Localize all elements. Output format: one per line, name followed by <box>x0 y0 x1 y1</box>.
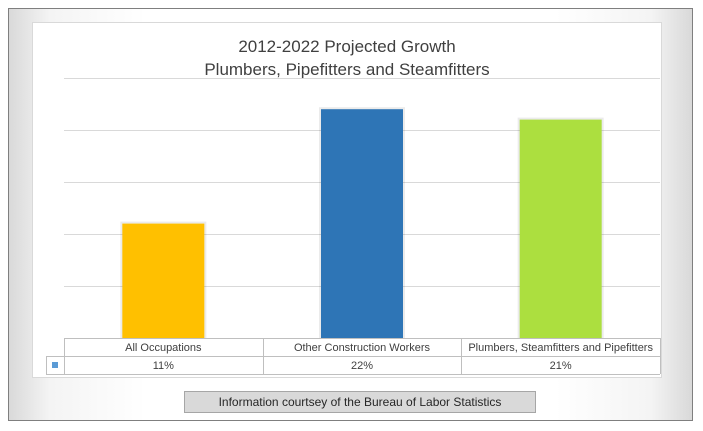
category-label: Other Construction Workers <box>294 342 431 354</box>
bar-2 <box>321 109 403 338</box>
category-label: All Occupations <box>125 342 202 354</box>
bar-1 <box>122 223 205 338</box>
credit-note: Information courtsey of the Bureau of La… <box>184 391 536 413</box>
chart-title-line1: 2012-2022 Projected Growth <box>238 37 456 56</box>
legend-key <box>52 362 58 368</box>
value-label: 21% <box>550 360 572 372</box>
bar-3 <box>519 119 602 338</box>
value-label: 22% <box>351 360 373 372</box>
value-label: 11% <box>153 360 174 372</box>
chart-title-line2: Plumbers, Pipefitters and Steamfitters <box>204 60 490 79</box>
category-label: Plumbers, Steamfitters and Pipefitters <box>468 342 653 354</box>
